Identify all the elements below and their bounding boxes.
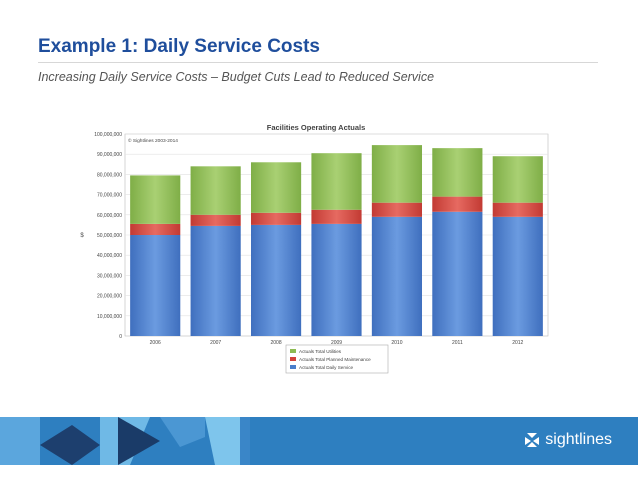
bar-actuals-total-utilities-2009 [311, 153, 362, 210]
slide-title: Example 1: Daily Service Costs [38, 36, 320, 57]
legend-box [285, 344, 389, 374]
chart-copyright: © Sightlines 2003-2014 [128, 137, 178, 144]
title-divider [38, 62, 598, 63]
x-tick-label: 2010 [391, 340, 402, 346]
bar-actuals-total-daily-service-2006 [130, 235, 181, 336]
brand-name: sightlines [545, 431, 612, 448]
legend-swatch-actuals-total-daily-service [290, 365, 296, 369]
bar-actuals-total-planned-maintenance-2007 [190, 214, 241, 226]
y-tick-label: 40,000,000 [97, 253, 122, 259]
footer-band [0, 417, 638, 465]
y-tick-label: 70,000,000 [97, 193, 122, 199]
x-tick-label: 2011 [452, 340, 463, 346]
chart-title: Facilities Operating Actuals [267, 123, 366, 132]
x-tick-label: 2012 [512, 340, 523, 346]
bar-actuals-total-daily-service-2010 [371, 216, 423, 336]
legend-swatch-actuals-total-utilities [290, 349, 296, 353]
x-tick-label: 2006 [150, 340, 161, 346]
x-tick-label: 2009 [331, 340, 342, 346]
bar-actuals-total-utilities-2006 [130, 175, 181, 224]
bar-actuals-total-daily-service-2007 [190, 225, 241, 336]
axes: 0 10,000,000 20,000,000 30,000,000 40,000,00… [94, 132, 523, 346]
bars [130, 145, 543, 336]
bar-actuals-total-planned-maintenance-2012 [492, 202, 543, 217]
y-tick-label: 60,000,000 [97, 213, 122, 219]
bar-actuals-total-utilities-2011 [432, 148, 483, 197]
bar-actuals-total-daily-service-2009 [311, 223, 362, 336]
bar-actuals-total-planned-maintenance-2008 [250, 212, 302, 225]
y-tick-label: 20,000,000 [97, 294, 122, 300]
slide-subtitle: Increasing Daily Service Costs – Budget … [38, 70, 435, 84]
bar-actuals-total-utilities-2007 [190, 166, 241, 215]
bar-actuals-total-planned-maintenance-2009 [311, 209, 362, 224]
bar-actuals-total-utilities-2012 [492, 156, 543, 203]
sightlines-brand: sightlines [523, 431, 612, 449]
y-tick-label: 0 [119, 334, 122, 340]
y-tick-label: 80,000,000 [97, 172, 122, 178]
y-tick-label: 10,000,000 [97, 314, 122, 320]
bar-actuals-total-utilities-2008 [250, 162, 302, 213]
legend-label-actuals-total-utilities: Actuals Total Utilities [299, 349, 342, 354]
x-tick-label: 2008 [271, 340, 282, 346]
chart-legend: Actuals Total Utilities Actuals Total Pla… [285, 344, 389, 374]
bar-actuals-total-planned-maintenance-2006 [130, 223, 181, 235]
legend-label-actuals-total-daily-service: Actuals Total Daily Service [299, 365, 353, 370]
legend-label-actuals-total-planned-maintenance: Actuals Total Planned Maintenance [299, 357, 371, 362]
bar-actuals-total-daily-service-2011 [432, 211, 483, 336]
bar-actuals-total-planned-maintenance-2010 [371, 202, 423, 217]
facilities-operating-actuals-chart: 0 10,000,000 20,000,000 30,000,000 40,000,00… [80, 123, 549, 374]
sightlines-logo-icon [525, 433, 540, 447]
footer-pattern [0, 417, 250, 465]
y-tick-label: 30,000,000 [97, 273, 122, 279]
bar-actuals-total-utilities-2010 [371, 145, 423, 203]
y-tick-label: 50,000,000 [97, 233, 122, 239]
bar-actuals-total-daily-service-2008 [250, 224, 302, 336]
y-axis-label: $ [80, 233, 84, 239]
y-tick-label: 100,000,000 [94, 132, 122, 138]
legend-swatch-actuals-total-planned-maintenance [290, 357, 296, 361]
bar-actuals-total-daily-service-2012 [492, 216, 543, 336]
bar-actuals-total-planned-maintenance-2011 [432, 196, 483, 212]
x-tick-label: 2007 [210, 340, 221, 346]
y-tick-label: 90,000,000 [97, 152, 122, 158]
